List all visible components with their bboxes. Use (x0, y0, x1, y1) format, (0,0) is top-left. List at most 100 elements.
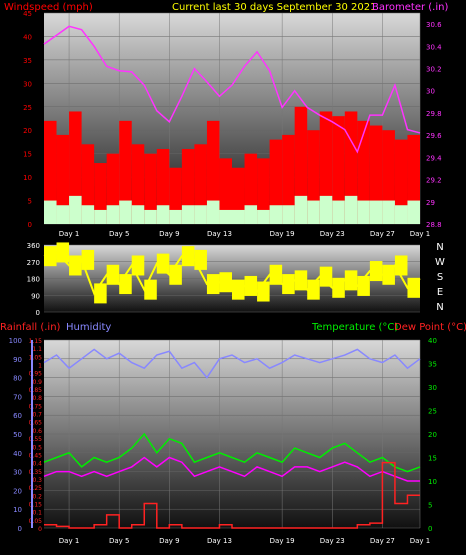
gust-bar (357, 120, 370, 224)
x-tick-label: Day 1 (410, 537, 431, 545)
windspeed-bar (169, 209, 182, 224)
gust-bar (294, 106, 308, 224)
direction-band (282, 274, 295, 295)
windspeed-bar (232, 209, 245, 224)
windspeed-bar (219, 209, 232, 224)
y-tick-label: 30.2 (426, 66, 442, 74)
windspeed-bar (94, 209, 107, 224)
direction-band (144, 279, 157, 300)
y-tick-label: 29.2 (426, 177, 442, 185)
rain-tick-label: 0.35 (29, 469, 43, 476)
gust-bar (282, 134, 295, 224)
y-tick-label: 0 (36, 309, 40, 317)
windspeed-bar (369, 200, 383, 224)
gust-bar (369, 125, 383, 224)
rain-tick-label: 0.1 (32, 510, 42, 517)
panel-climate-grid (44, 339, 421, 529)
humidity-tick-label: 90 (13, 356, 22, 364)
rain-tick-label: 0 (38, 526, 42, 533)
humidity-tick-label: 40 (13, 450, 22, 458)
rain-tick-label: 0.6 (32, 428, 42, 435)
y-tick-label: 5 (28, 198, 32, 206)
rain-tick-label: 0.55 (29, 436, 43, 443)
gust-bar (394, 139, 408, 224)
y-tick-label: 15 (23, 151, 32, 159)
windspeed-bar (294, 195, 308, 224)
rain-tick-label: 0.2 (32, 493, 42, 500)
direction-band (319, 266, 333, 287)
y-tick-label: 25 (23, 104, 32, 112)
humidity-tick-label: 20 (13, 487, 22, 495)
y-tick-label: 30.6 (426, 21, 442, 29)
windspeed-bar (257, 209, 270, 224)
y-tick-label: 45 (23, 10, 32, 18)
y-tick-label: 30.4 (426, 43, 442, 51)
rain-tick-label: 1.05 (29, 354, 43, 361)
rain-tick-label: 0.75 (29, 403, 43, 410)
x-tick-label: Day 13 (207, 537, 232, 545)
panel-climate-rain-ticks: 00.050.1 0.150.20.250.30.350.4 0.450.50.55… (29, 338, 43, 533)
rain-tick-label: 0.5 (32, 444, 42, 451)
rain-tick-label: 0.3 (32, 477, 42, 484)
x-tick-label: Day 13 (207, 230, 232, 238)
windspeed-bar (206, 200, 220, 224)
rain-tick-label: 1 (38, 363, 42, 370)
x-tick-label: Day 1 (59, 230, 80, 238)
y-tick-label: 29 (426, 199, 435, 207)
humidity-tick-label: 100 (9, 337, 22, 345)
gust-bar (119, 120, 132, 224)
y-tick-label: 29.4 (426, 154, 442, 162)
windspeed-bar (394, 205, 408, 224)
temp-tick-label: 30 (428, 384, 437, 392)
humidity-tick-label: 10 (13, 506, 22, 514)
rain-tick-label: 0.45 (29, 452, 43, 459)
x-tick-label: Day 9 (159, 230, 180, 238)
rain-tick-label: 0.95 (29, 371, 43, 378)
direction-band (106, 264, 120, 285)
windspeed-bar (332, 200, 345, 224)
panel-wind-x-ticks: Day 1 Day 5 Day 9 Day 13 Day 19 Day 23 Day 27 D… (59, 230, 430, 238)
panel-climate-x-ticks: Day 1 Day 5 Day 9 Day 13 Day 19 Day 23 Day 27 D… (59, 537, 430, 545)
humidity-tick-label: 70 (13, 393, 22, 401)
direction-band (81, 249, 95, 270)
panel-wind-series (43, 25, 421, 224)
gust-bar (144, 153, 157, 224)
windspeed-bar (144, 209, 157, 224)
windspeed-bar (319, 195, 333, 224)
gust-bar (219, 158, 232, 224)
y-tick-label: 180 (27, 276, 40, 284)
windspeed-bar (244, 205, 258, 224)
gust-bar (206, 120, 220, 224)
rain-tick-label: 0.7 (32, 412, 42, 419)
direction-band (56, 242, 70, 263)
ylabel-humidity: Humidity (66, 322, 111, 333)
direction-band (394, 255, 408, 276)
x-tick-label: Day 27 (370, 537, 395, 545)
chart-title: Current last 30 days September 30 2021 (172, 2, 376, 13)
compass-label: N (436, 302, 443, 313)
rain-tick-label: 0.25 (29, 485, 43, 492)
windspeed-bar (131, 205, 145, 224)
rain-tick-label: 1.15 (29, 338, 43, 345)
direction-band (269, 264, 283, 285)
direction-band (369, 261, 383, 282)
direction-band (307, 279, 320, 300)
windspeed-bar (307, 200, 320, 224)
windspeed-bar (44, 200, 57, 224)
rain-tick-label: 0.85 (29, 387, 43, 394)
temp-tick-label: 15 (428, 455, 437, 463)
x-tick-label: Day 23 (320, 537, 345, 545)
direction-band (181, 246, 195, 267)
compass-label: W (435, 257, 445, 268)
direction-band (169, 264, 182, 285)
ylabel-rainfall: Rainfall (.in) (0, 322, 61, 333)
panel-climate-humidity-ticks: 0 10 20 30 40 50 60 70 80 90 100 (9, 337, 22, 533)
direction-band (232, 279, 245, 300)
barometer-line (43, 25, 421, 154)
panel-direction-y-left-ticks: 0 90 180 270 360 (27, 242, 40, 317)
y-tick-label: 29.6 (426, 132, 442, 140)
temp-tick-label: 0 (428, 525, 432, 533)
y-tick-label: 28.8 (426, 221, 442, 229)
ylabel-barometer: Barometer (.in) (372, 2, 448, 13)
rain-tick-label: 0.65 (29, 420, 43, 427)
